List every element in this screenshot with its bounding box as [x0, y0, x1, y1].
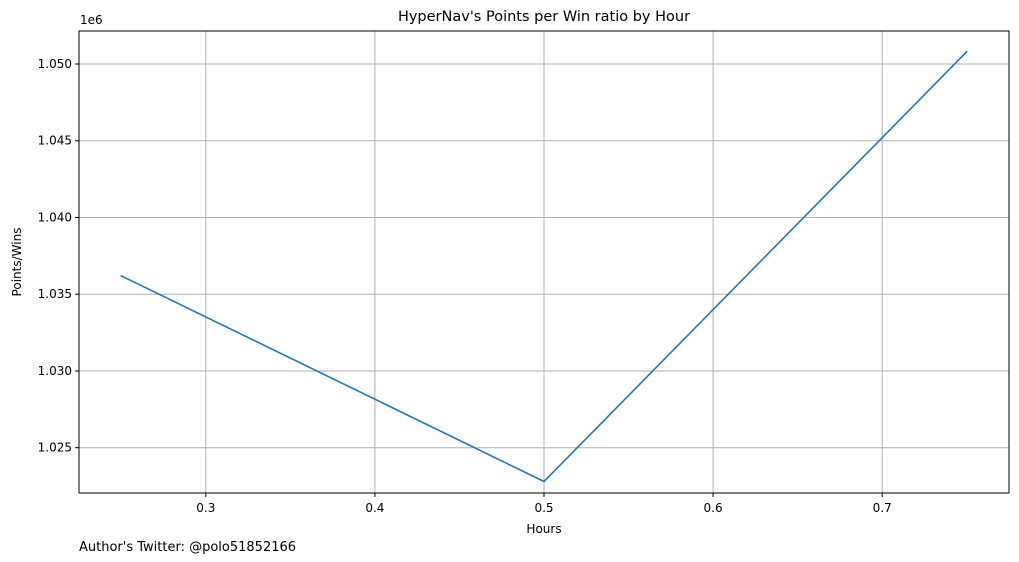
chart-title: HyperNav's Points per Win ratio by Hour	[398, 9, 690, 25]
data-point	[543, 480, 545, 483]
x-tick-label: 0.4	[365, 501, 384, 515]
x-axis-label: Hours	[526, 522, 561, 536]
y-tick-label: 1.050	[38, 57, 72, 71]
series-layer	[120, 50, 968, 483]
y-axis-offset-label: 1e6	[80, 13, 103, 27]
y-tick-label: 1.040	[38, 210, 72, 224]
x-tick-label: 0.5	[534, 501, 553, 515]
y-tick-label: 1.035	[38, 287, 72, 301]
x-tick-label: 0.7	[873, 501, 892, 515]
x-tick-label: 0.6	[704, 501, 723, 515]
y-tick-label: 1.030	[38, 364, 72, 378]
y-axis-label: Points/Wins	[10, 228, 24, 297]
y-tick-label: 1.025	[38, 441, 72, 455]
y-tick-label: 1.045	[38, 134, 72, 148]
x-tick-label: 0.3	[196, 501, 215, 515]
data-point	[965, 50, 968, 53]
data-point	[120, 275, 123, 277]
x-axis: 0.3 0.4 0.5 0.6 0.7	[196, 493, 892, 515]
author-footer: Author's Twitter: @polo51852166	[79, 540, 296, 555]
grid-lines	[79, 31, 1009, 493]
y-axis: 1.025 1.030 1.035 1.040 1.045 1.050	[38, 57, 79, 455]
